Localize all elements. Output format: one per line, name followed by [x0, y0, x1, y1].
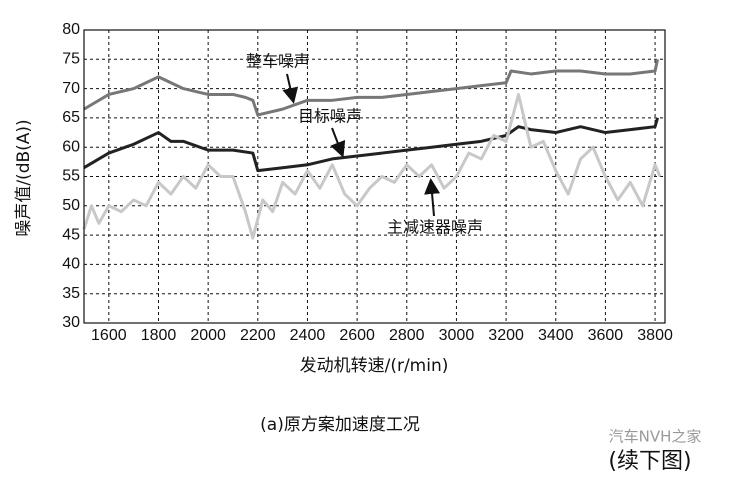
x-axis-label: 发动机转速/(r/min)	[300, 356, 449, 376]
watermark: 汽车NVH之家	[609, 428, 702, 446]
x-tick-label: 2000	[190, 327, 226, 344]
x-tick-label: 1600	[91, 327, 127, 344]
series-line	[83, 58, 660, 117]
y-tick-label: 70	[62, 80, 80, 97]
y-tick-label: 75	[62, 51, 80, 68]
x-tick-label: 3800	[637, 327, 673, 344]
series-annotation: 主减速器噪声	[387, 218, 483, 237]
x-tick-label: 3600	[588, 327, 624, 344]
x-tick-label: 1800	[141, 327, 177, 344]
series-annotation: 目标噪声	[298, 107, 362, 126]
plot-area	[82, 29, 665, 324]
x-tick-label: 2600	[339, 327, 375, 344]
y-tick-label: 80	[62, 21, 80, 38]
arrow	[424, 178, 441, 217]
y-tick-label: 45	[62, 226, 80, 243]
continued-note: (续下图)	[608, 449, 691, 474]
y-tick-label: 40	[62, 256, 80, 273]
y-tick-label: 60	[62, 138, 80, 155]
series-annotation: 整车噪声	[246, 52, 310, 71]
y-tick-label: 35	[62, 285, 80, 302]
y-tick-label: 50	[62, 197, 80, 214]
x-tick-label: 3200	[488, 327, 524, 344]
y-tick-label: 30	[62, 314, 80, 331]
x-tick-label: 3400	[538, 327, 574, 344]
x-tick-label: 2200	[240, 327, 276, 344]
y-tick-label: 65	[62, 109, 80, 126]
x-tick-label: 2400	[290, 327, 326, 344]
series-line	[83, 117, 659, 173]
y-axis-label: 噪声值/(dB(A))	[14, 119, 34, 236]
arrow	[330, 127, 346, 158]
x-tick-label: 3000	[439, 327, 475, 344]
y-tick-label: 55	[62, 168, 80, 185]
series-line	[82, 92, 662, 240]
x-tick-label: 2800	[389, 327, 425, 344]
plot-border	[83, 29, 666, 324]
caption: (a)原方案加速度工况	[260, 415, 420, 435]
arrow	[282, 73, 299, 104]
